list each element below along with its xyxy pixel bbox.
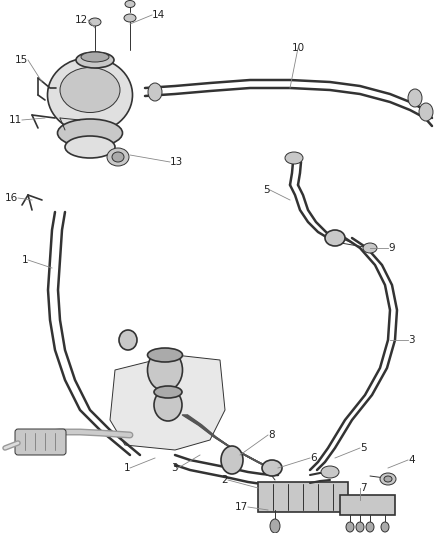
Ellipse shape — [221, 446, 243, 474]
Ellipse shape — [363, 243, 377, 253]
Ellipse shape — [285, 152, 303, 164]
Text: 2: 2 — [221, 475, 228, 485]
Ellipse shape — [65, 136, 115, 158]
Text: 5: 5 — [263, 185, 270, 195]
Text: 11: 11 — [9, 115, 22, 125]
Text: 13: 13 — [170, 157, 183, 167]
FancyBboxPatch shape — [15, 429, 66, 455]
Text: 9: 9 — [388, 243, 395, 253]
Ellipse shape — [148, 349, 183, 391]
Ellipse shape — [81, 52, 109, 62]
Ellipse shape — [60, 68, 120, 112]
Ellipse shape — [346, 522, 354, 532]
Text: 17: 17 — [235, 502, 248, 512]
Text: 7: 7 — [360, 483, 367, 493]
Ellipse shape — [270, 519, 280, 533]
Ellipse shape — [356, 522, 364, 532]
Ellipse shape — [154, 389, 182, 421]
Text: 12: 12 — [75, 15, 88, 25]
Bar — [258, 482, 348, 512]
Text: 14: 14 — [152, 10, 165, 20]
Ellipse shape — [325, 230, 345, 246]
Ellipse shape — [154, 386, 182, 398]
Ellipse shape — [76, 52, 114, 68]
Text: 16: 16 — [5, 193, 18, 203]
Polygon shape — [110, 355, 225, 450]
Ellipse shape — [321, 466, 339, 478]
Ellipse shape — [124, 14, 136, 22]
Ellipse shape — [107, 148, 129, 166]
Ellipse shape — [112, 152, 124, 162]
Ellipse shape — [89, 18, 101, 26]
Ellipse shape — [148, 348, 183, 362]
Ellipse shape — [366, 522, 374, 532]
Ellipse shape — [408, 89, 422, 107]
Ellipse shape — [119, 330, 137, 350]
Text: 10: 10 — [291, 43, 304, 53]
Text: 6: 6 — [310, 453, 317, 463]
Ellipse shape — [47, 58, 133, 133]
Text: 1: 1 — [21, 255, 28, 265]
Ellipse shape — [57, 119, 123, 147]
Text: 3: 3 — [408, 335, 415, 345]
Ellipse shape — [384, 476, 392, 482]
Text: 4: 4 — [408, 455, 415, 465]
Ellipse shape — [262, 460, 282, 476]
Ellipse shape — [148, 83, 162, 101]
Ellipse shape — [419, 103, 433, 121]
Text: 3: 3 — [171, 463, 178, 473]
Ellipse shape — [125, 1, 135, 7]
Text: 15: 15 — [15, 55, 28, 65]
Ellipse shape — [381, 522, 389, 532]
Text: 5: 5 — [360, 443, 367, 453]
Text: 8: 8 — [268, 430, 275, 440]
Ellipse shape — [380, 473, 396, 485]
Text: 1: 1 — [124, 463, 130, 473]
Bar — [340, 495, 395, 515]
